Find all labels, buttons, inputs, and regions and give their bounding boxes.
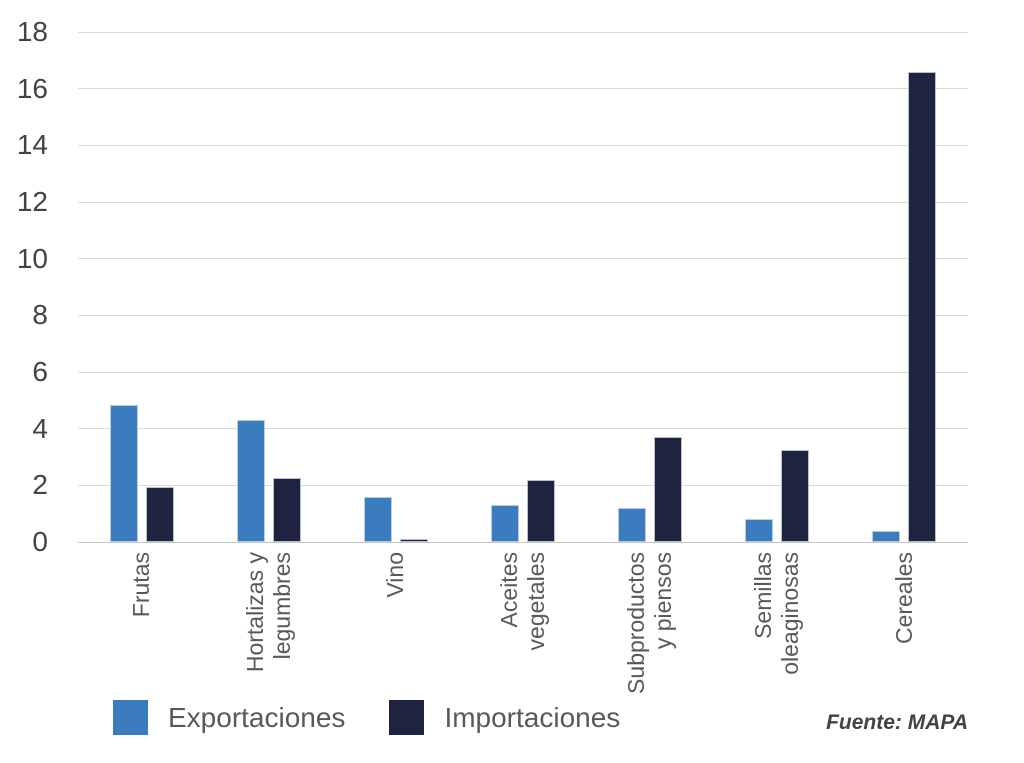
legend-swatch-importaciones: [389, 700, 425, 735]
gridline: [78, 314, 968, 316]
bar-exportaciones-4: [491, 505, 519, 542]
y-tick-label: 0: [32, 526, 48, 557]
y-tick-label: 10: [16, 242, 48, 274]
plot-area: [78, 31, 968, 543]
source-note: Fuente: MAPA: [826, 711, 968, 734]
y-tick-label: 4: [32, 412, 48, 444]
x-axis-baseline: [78, 541, 968, 543]
bar-exportaciones-5: [618, 508, 647, 542]
bar-exportaciones-2: [236, 420, 265, 542]
legend-item-importaciones: Importaciones: [389, 700, 620, 735]
x-tick-label: Semillas oleaginosas: [750, 552, 804, 675]
bar-exportaciones-7: [872, 530, 901, 542]
y-tick-label: 18: [16, 16, 48, 47]
bar-importaciones-3: [399, 539, 428, 542]
gridline: [78, 371, 968, 373]
gridline: [78, 484, 968, 486]
legend-item-exportaciones: Exportaciones: [113, 700, 345, 735]
legend: Exportaciones Importaciones: [113, 700, 664, 735]
gridline: [78, 31, 968, 33]
y-tick-label: 6: [32, 356, 48, 387]
legend-label: Importaciones: [444, 701, 621, 733]
gridline: [78, 201, 968, 203]
bar-importaciones-1: [145, 486, 174, 542]
x-tick-label: Hortalizas y legumbres: [241, 552, 295, 673]
gridline: [78, 428, 968, 430]
bar-exportaciones-1: [109, 404, 138, 542]
bar-importaciones-6: [781, 449, 810, 542]
x-tick-label: Aceites vegetales: [496, 552, 549, 651]
y-tick-label: 2: [32, 469, 48, 501]
bar-importaciones-4: [527, 479, 555, 542]
legend-swatch-exportaciones: [113, 700, 148, 735]
x-tick-label: Vino: [382, 552, 409, 598]
gridline: [78, 88, 968, 90]
y-tick-label: 12: [16, 186, 48, 217]
x-tick-label: Frutas: [128, 552, 155, 618]
y-tick-label: 8: [32, 299, 48, 331]
y-tick-label: 14: [16, 129, 48, 161]
gridline: [78, 258, 968, 260]
legend-label: Exportaciones: [168, 701, 346, 733]
bar-importaciones-5: [654, 437, 683, 542]
bar-importaciones-2: [272, 478, 301, 542]
bar-exportaciones-6: [745, 519, 774, 542]
x-tick-label: Cereales: [890, 552, 917, 645]
gridline: [78, 144, 968, 146]
x-tick-label: Subproductos y piensos: [623, 552, 677, 694]
bar-exportaciones-3: [363, 496, 392, 542]
bar-importaciones-7: [908, 71, 937, 542]
y-tick-label: 16: [16, 72, 48, 104]
